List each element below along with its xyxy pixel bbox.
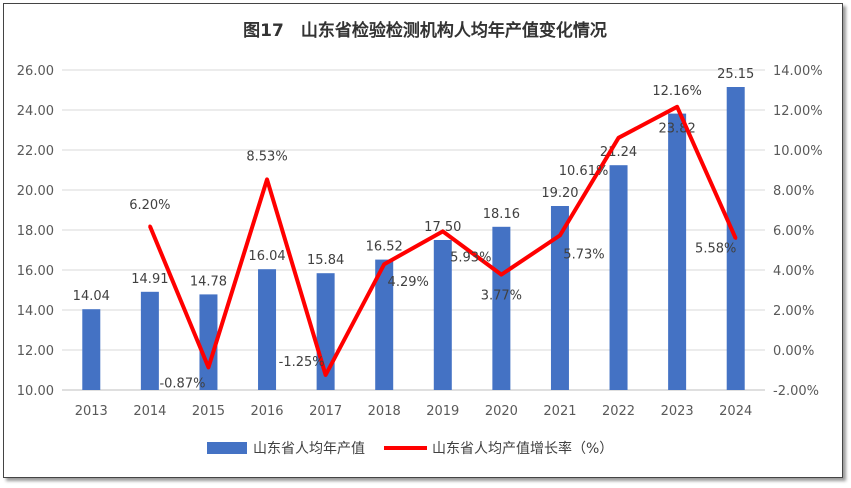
bar-data-label: 17.50: [424, 220, 461, 235]
bar: [199, 294, 218, 390]
bar: [668, 113, 687, 390]
bar-data-label: 14.78: [190, 274, 227, 289]
x-tick-label: 2015: [192, 404, 225, 419]
bar: [433, 240, 452, 390]
growth-rate-point: [617, 136, 621, 140]
line-data-label: 8.53%: [246, 149, 287, 164]
line-data-label: 5.73%: [563, 247, 604, 262]
y-left-tick-label: 22.00: [17, 144, 54, 159]
bar-data-label: 14.04: [73, 289, 110, 304]
line-data-label: 3.77%: [481, 289, 522, 304]
bar: [82, 309, 101, 390]
growth-rate-point: [382, 262, 386, 266]
line-data-label: 4.29%: [388, 275, 429, 290]
bar-data-label: 14.91: [131, 272, 168, 287]
legend-line-label: 山东省人均产值增长率（%）: [432, 440, 613, 457]
x-tick-label: 2022: [602, 404, 635, 419]
x-tick-label: 2016: [250, 404, 283, 419]
growth-rate-point: [734, 236, 738, 240]
bar: [609, 165, 628, 390]
x-tick-label: 2018: [368, 404, 401, 419]
x-tick-label: 2024: [719, 404, 752, 419]
bar-data-label: 16.04: [248, 249, 285, 264]
line-data-label: 10.61%: [559, 164, 609, 179]
y-left-tick-label: 12.00: [17, 344, 54, 359]
bar-data-label: 18.16: [483, 207, 520, 222]
bar: [492, 226, 511, 390]
legend-bar-swatch: [207, 442, 247, 454]
x-tick-label: 2021: [543, 404, 576, 419]
y-right-tick-label: 2.00%: [773, 304, 814, 319]
x-tick-label: 2017: [309, 404, 342, 419]
line-data-label: 6.20%: [129, 198, 170, 213]
y-left-tick-label: 14.00: [17, 304, 54, 319]
y-left-tick-label: 24.00: [17, 104, 54, 119]
growth-rate-point: [441, 229, 445, 233]
y-left-tick-label: 16.00: [17, 264, 54, 279]
legend-bar-label: 山东省人均年产值: [253, 441, 365, 457]
bar: [258, 269, 277, 390]
line-data-label: 5.93%: [450, 250, 491, 265]
x-tick-label: 2013: [75, 404, 108, 419]
bar-data-label: 15.84: [307, 253, 344, 268]
y-right-tick-label: 0.00%: [773, 344, 814, 359]
y-right-tick-label: 10.00%: [773, 144, 823, 159]
y-right-tick-label: 14.00%: [773, 64, 823, 79]
y-right-tick-label: 6.00%: [773, 224, 814, 239]
growth-rate-point: [148, 224, 152, 228]
line-data-label: 12.16%: [652, 84, 702, 99]
y-right-tick-label: -2.00%: [773, 384, 819, 399]
growth-rate-point: [499, 273, 503, 277]
bar-data-label: 25.15: [717, 67, 754, 82]
y-left-tick-label: 26.00: [17, 64, 54, 79]
y-right-tick-label: 4.00%: [773, 264, 814, 279]
bar: [550, 206, 569, 390]
bar: [375, 259, 394, 390]
growth-rate-point: [675, 105, 679, 109]
bar-data-label: 19.20: [541, 186, 578, 201]
y-left-tick-label: 20.00: [17, 184, 54, 199]
growth-rate-point: [324, 373, 328, 377]
y-left-tick-label: 18.00: [17, 224, 54, 239]
y-right-tick-label: 8.00%: [773, 184, 814, 199]
x-tick-label: 2023: [661, 404, 694, 419]
line-data-label: -1.25%: [279, 355, 325, 370]
growth-rate-point: [265, 177, 269, 181]
y-left-tick-label: 10.00: [17, 384, 54, 399]
line-data-label: 5.58%: [695, 241, 736, 256]
bar: [140, 291, 159, 390]
line-data-label: -0.87%: [159, 376, 205, 391]
y-right-tick-label: 12.00%: [773, 104, 823, 119]
growth-rate-point: [206, 365, 210, 369]
x-tick-label: 2019: [426, 404, 459, 419]
growth-rate-point: [558, 233, 562, 237]
bar-data-label: 16.52: [366, 240, 403, 255]
x-tick-label: 2014: [133, 404, 166, 419]
chart-title: 图17 山东省检验检测机构人均年产值变化情况: [243, 20, 607, 41]
x-tick-label: 2020: [485, 404, 518, 419]
